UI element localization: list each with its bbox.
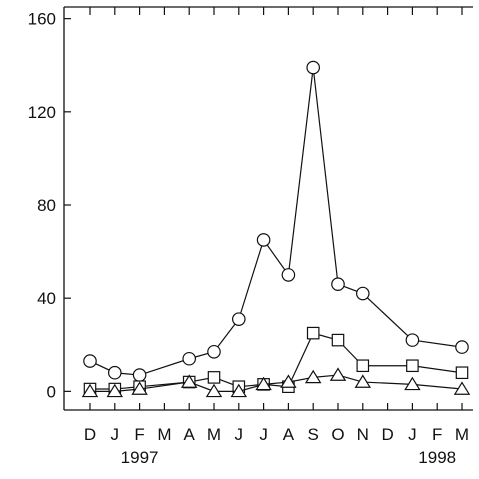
data-point-triangle bbox=[180, 374, 198, 388]
x-tick-label: D bbox=[381, 425, 393, 444]
x-tick-label: J bbox=[259, 425, 268, 444]
data-point-circle bbox=[455, 340, 469, 354]
x-tick-label: N bbox=[357, 425, 369, 444]
data-point-circle bbox=[331, 277, 345, 292]
x-tick-label: O bbox=[331, 425, 344, 444]
year-label: 1997 bbox=[121, 448, 159, 467]
data-point-circle bbox=[281, 268, 296, 282]
x-tick-label: J bbox=[408, 425, 417, 444]
y-tick-label: 160 bbox=[28, 10, 56, 29]
x-tick-label: D bbox=[84, 425, 96, 444]
x-tick-label: F bbox=[432, 425, 442, 444]
data-point-triangle bbox=[453, 381, 471, 395]
y-tick-label: 80 bbox=[37, 196, 56, 215]
data-point-circle bbox=[306, 60, 320, 75]
data-point-circle bbox=[256, 233, 271, 247]
data-point-triangle bbox=[81, 383, 99, 398]
data-point-circle bbox=[207, 344, 221, 359]
data-point-square bbox=[306, 326, 320, 340]
data-point-triangle bbox=[106, 383, 124, 398]
data-point-circle bbox=[405, 333, 420, 347]
data-point-circle bbox=[182, 351, 196, 366]
data-point-triangle bbox=[404, 376, 421, 391]
y-tick-label: 120 bbox=[28, 103, 56, 122]
y-tick-label: 0 bbox=[47, 382, 56, 401]
data-point-triangle bbox=[354, 374, 372, 388]
data-point-triangle bbox=[280, 374, 297, 388]
data-point-triangle bbox=[329, 367, 347, 381]
x-tick-label: M bbox=[207, 425, 221, 444]
data-point-square bbox=[406, 359, 419, 373]
data-point-circle bbox=[355, 286, 370, 301]
data-point-circle bbox=[108, 365, 122, 380]
x-tick-label: A bbox=[184, 425, 196, 444]
data-point-square bbox=[331, 333, 345, 347]
x-tick-label: S bbox=[308, 425, 319, 444]
data-point-circle bbox=[132, 368, 147, 382]
x-tick-label: J bbox=[111, 425, 120, 444]
data-point-triangle bbox=[131, 381, 148, 395]
year-label: 1998 bbox=[418, 448, 456, 467]
x-tick-label: M bbox=[157, 425, 171, 444]
series-circle bbox=[83, 60, 469, 382]
data-point-circle bbox=[232, 312, 246, 326]
data-point-square bbox=[455, 366, 469, 380]
x-tick-label: F bbox=[134, 425, 144, 444]
data-point-triangle bbox=[304, 369, 322, 384]
series-triangle bbox=[81, 367, 471, 398]
y-tick-label: 40 bbox=[37, 289, 56, 308]
axes bbox=[63, 6, 473, 411]
x-tick-label: M bbox=[455, 425, 469, 444]
data-point-triangle bbox=[255, 376, 272, 391]
data-point-square bbox=[356, 359, 370, 373]
series-line bbox=[89, 67, 463, 376]
data-point-square bbox=[207, 371, 221, 384]
data-point-triangle bbox=[230, 383, 248, 398]
x-tick-label: A bbox=[283, 425, 295, 444]
data-point-triangle bbox=[205, 383, 223, 398]
x-tick-label: J bbox=[235, 425, 244, 444]
data-point-circle bbox=[83, 354, 97, 368]
series-group bbox=[81, 60, 471, 398]
